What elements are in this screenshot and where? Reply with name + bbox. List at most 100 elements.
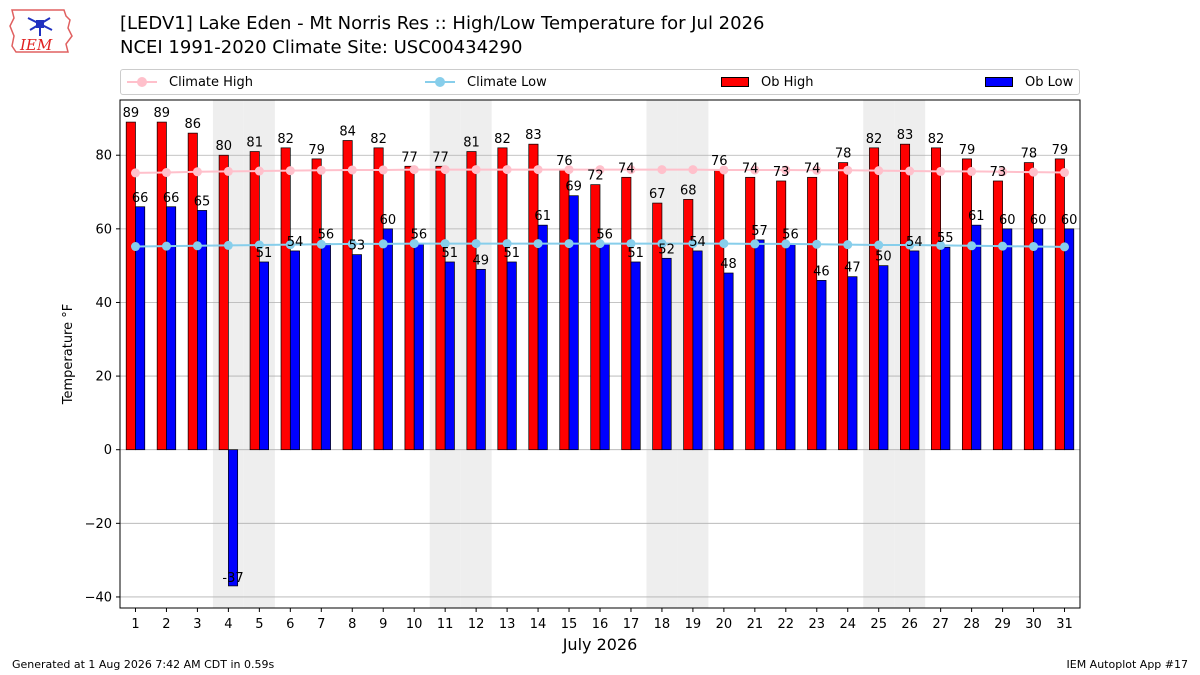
ob-high-label: 78 xyxy=(1021,147,1038,162)
ob-high-label: 73 xyxy=(773,165,790,180)
climate-low-point xyxy=(254,240,264,250)
climate-low-point xyxy=(285,240,295,250)
ob-high-bar xyxy=(745,176,756,451)
climate-high-point xyxy=(998,167,1008,177)
climate-low-point xyxy=(781,239,791,249)
y-tick-label: −40 xyxy=(85,590,112,605)
climate-high-point xyxy=(781,165,791,175)
ob-high-label: 80 xyxy=(215,139,232,154)
ob-high-bar xyxy=(218,154,229,451)
y-tick-label: 0 xyxy=(104,443,112,458)
climate-low-point xyxy=(471,239,481,249)
ob-low-bar xyxy=(444,261,455,451)
ob-low-label: 60 xyxy=(999,213,1016,228)
ob-low-label: 57 xyxy=(751,224,768,239)
y-tick-label: −20 xyxy=(85,517,112,532)
ob-low-label: 66 xyxy=(163,191,180,206)
climate-low-point xyxy=(1060,242,1070,252)
ob-high-label: 72 xyxy=(587,169,604,184)
x-tick-label: 16 xyxy=(592,617,609,632)
ob-low-label: 65 xyxy=(194,194,211,209)
climate-low-point xyxy=(502,239,512,249)
x-tick-label: 22 xyxy=(778,617,795,632)
legend-label: Ob Low xyxy=(1025,74,1074,90)
climate-low-point xyxy=(595,239,605,249)
climate-low-point xyxy=(626,239,636,249)
ob-high-bar xyxy=(373,147,384,451)
chart-subtitle: NCEI 1991-2020 Climate Site: USC00434290 xyxy=(120,37,523,58)
climate-high-point xyxy=(130,168,140,178)
x-tick-label: 3 xyxy=(193,617,201,632)
y-tick-label: 60 xyxy=(95,222,112,237)
ob-low-bar xyxy=(228,449,239,587)
x-tick-label: 15 xyxy=(561,617,578,632)
y-tick-label: 80 xyxy=(95,149,112,164)
ob-high-label: 82 xyxy=(370,132,387,147)
ob-high-label: 82 xyxy=(277,132,294,147)
ob-high-label: 77 xyxy=(432,150,449,165)
ob-low-bar xyxy=(1064,228,1075,451)
x-tick-label: 1 xyxy=(131,617,139,632)
climate-high-point xyxy=(595,165,605,175)
ob-high-bar xyxy=(1054,158,1065,451)
climate-low-point xyxy=(874,240,884,250)
x-tick-label: 14 xyxy=(530,617,547,632)
ob-high-label: 76 xyxy=(556,154,573,169)
ob-low-label: 46 xyxy=(813,264,830,279)
climate-high-point xyxy=(1029,167,1039,177)
climate-low-point xyxy=(812,239,822,249)
x-tick-label: 28 xyxy=(963,617,980,632)
climate-low-point xyxy=(750,239,760,249)
ob-high-label: 79 xyxy=(308,143,325,158)
ob-low-label: 48 xyxy=(720,257,737,272)
x-tick-label: 31 xyxy=(1056,617,1073,632)
climate-high-point xyxy=(812,165,822,175)
legend: Climate High Climate Low Ob High Ob Low xyxy=(120,69,1080,95)
x-tick-label: 20 xyxy=(716,617,733,632)
ob-high-label: 89 xyxy=(123,106,140,121)
climate-high-point xyxy=(316,165,326,175)
legend-label: Climate Low xyxy=(467,74,547,90)
ob-low-label: 56 xyxy=(782,228,799,243)
climate-high-point xyxy=(409,165,419,175)
ob-high-bar xyxy=(961,158,972,451)
ob-low-label: 61 xyxy=(534,209,551,224)
ob-high-bar xyxy=(776,180,787,451)
ob-low-bar xyxy=(351,254,362,451)
ob-high-bar xyxy=(249,151,260,451)
ob-low-label: 50 xyxy=(875,250,892,265)
ob-low-bar xyxy=(940,246,951,451)
ob-high-bar xyxy=(1023,162,1034,451)
climate-low-point xyxy=(533,239,543,249)
ob-high-bar xyxy=(528,143,539,451)
x-tick-label: 21 xyxy=(747,617,764,632)
climate-low-point xyxy=(347,239,357,249)
x-tick-label: 23 xyxy=(809,617,826,632)
climate-high-point xyxy=(192,167,202,177)
climate-high-point xyxy=(254,166,264,176)
ob-low-label: 60 xyxy=(1030,213,1047,228)
climate-high-point xyxy=(874,166,884,176)
climate-high-point xyxy=(161,168,171,178)
ob-high-label: 83 xyxy=(897,128,914,143)
ob-low-bar xyxy=(506,261,517,451)
ob-low-label: 49 xyxy=(473,253,490,268)
y-axis-label: Temperature °F xyxy=(61,304,76,405)
ob-high-label: 78 xyxy=(835,147,852,162)
ob-low-bar xyxy=(630,261,641,451)
x-tick-label: 12 xyxy=(468,617,485,632)
climate-high-point xyxy=(750,165,760,175)
ob-low-bar xyxy=(413,243,424,451)
climate-high-point xyxy=(285,166,295,176)
ob-low-label: 61 xyxy=(968,209,985,224)
legend-label: Ob High xyxy=(761,74,814,90)
ob-low-bar xyxy=(475,268,486,451)
ob-low-label: 52 xyxy=(658,242,675,257)
climate-low-point xyxy=(998,241,1008,251)
ob-low-label: 51 xyxy=(442,246,459,261)
ob-low-bar xyxy=(1033,228,1044,451)
climate-low-point xyxy=(564,239,574,249)
ob-low-bar xyxy=(847,276,858,451)
ob-high-label: 68 xyxy=(680,183,697,198)
ob-high-label: 82 xyxy=(866,132,883,147)
